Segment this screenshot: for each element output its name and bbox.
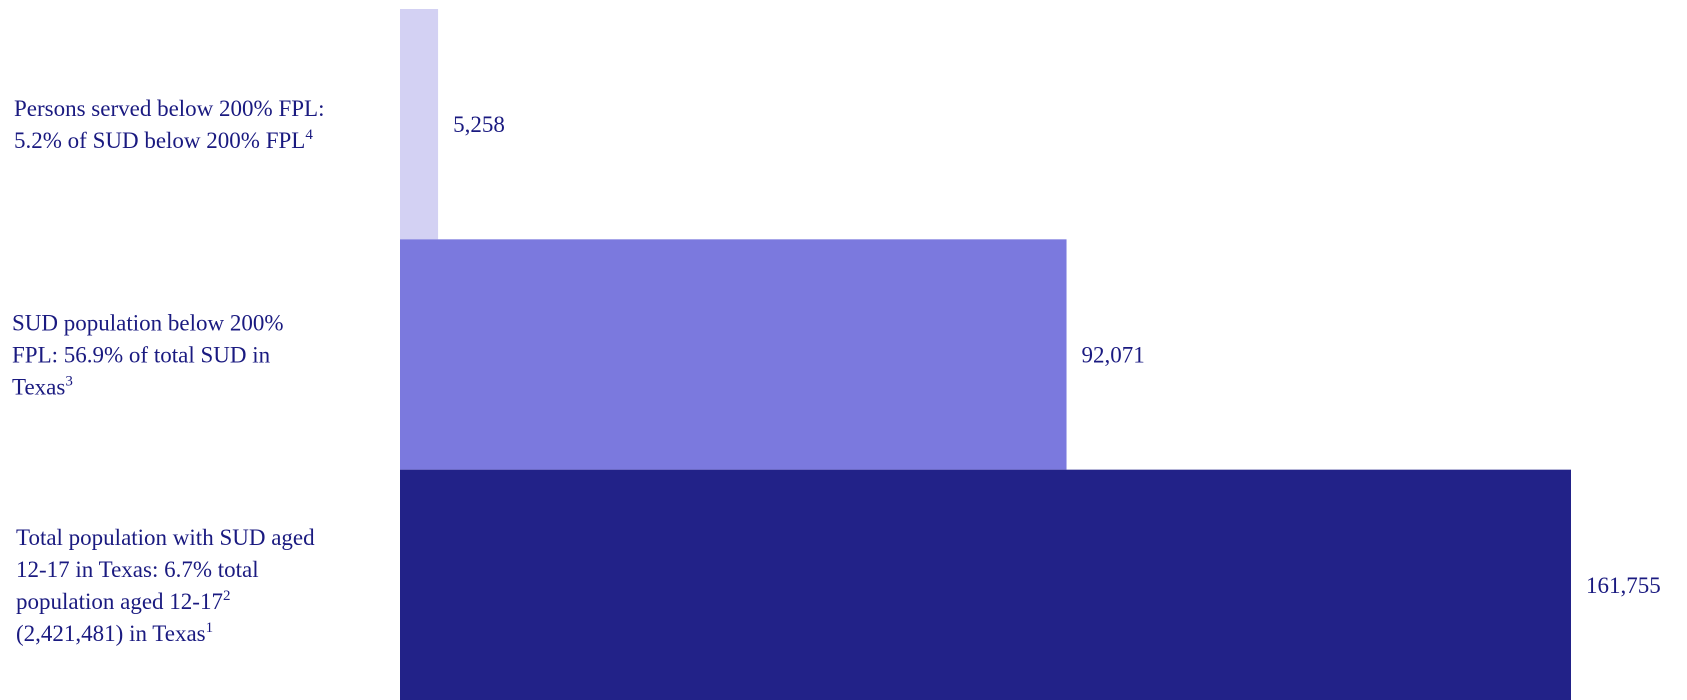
footnote-marker: 4 xyxy=(305,127,313,143)
value-label-3: 161,755 xyxy=(1586,573,1661,598)
bar-3 xyxy=(400,469,1571,700)
footnote-marker: 3 xyxy=(65,374,73,390)
category-label-text: Persons served below 200% FPL: xyxy=(14,96,324,121)
footnote-marker: 1 xyxy=(206,620,214,636)
category-label-text: FPL: 56.9% of total SUD in xyxy=(12,343,271,368)
category-label-text: 12-17 in Texas: 6.7% total xyxy=(16,557,259,582)
category-label-text: Texas xyxy=(12,375,65,400)
category-label-1: Persons served below 200% FPL: 5.2% of SU… xyxy=(14,96,324,153)
bar-2 xyxy=(400,239,1067,470)
category-label-text: 5.2% of SUD below 200% FPL xyxy=(14,128,305,153)
category-label-2: SUD population below 200% FPL: 56.9% of t… xyxy=(12,311,284,400)
category-label-3: Total population with SUD aged 12-17 in T… xyxy=(16,525,315,646)
category-label-text: population aged 12-17 xyxy=(16,589,223,614)
bars xyxy=(400,9,1571,700)
value-label-1: 5,258 xyxy=(453,112,505,137)
category-label-text: (2,421,481) in Texas xyxy=(16,621,206,646)
footnote-marker: 2 xyxy=(223,588,231,604)
category-labels: Persons served below 200% FPL: 5.2% of SU… xyxy=(12,96,324,646)
category-label-text: Total population with SUD aged xyxy=(16,525,315,550)
category-label-text: SUD population below 200% xyxy=(12,311,284,336)
value-label-2: 92,071 xyxy=(1082,343,1145,368)
value-labels: 5,258 92,071 161,755 xyxy=(453,112,1661,598)
bar-1 xyxy=(400,9,439,240)
